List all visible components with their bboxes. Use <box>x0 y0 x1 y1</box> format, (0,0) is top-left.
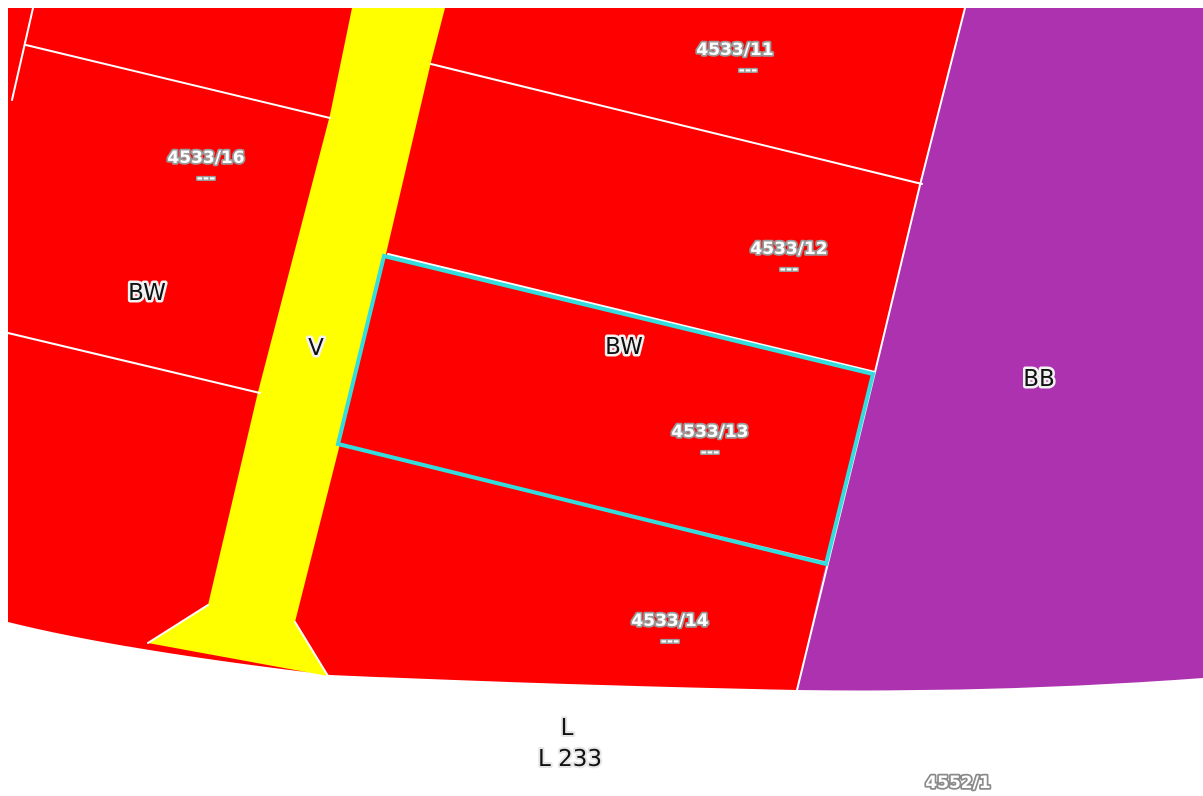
parcel-number-4533-16[interactable]: 4533/16 <box>166 146 247 170</box>
zone-label-v: V <box>308 335 324 361</box>
zone-v-road[interactable] <box>148 8 445 676</box>
zone-label-bw-left: BW <box>128 280 166 306</box>
parcel-number-4533-14[interactable]: 4533/14 <box>630 609 711 633</box>
zone-bb-area[interactable] <box>797 8 1203 691</box>
parcel-number-4533-12[interactable]: 4533/12 <box>749 237 830 261</box>
road-code-label: L <box>561 715 574 741</box>
parcel-sub-4533-14: --- <box>661 632 680 650</box>
parcel-number-4533-11[interactable]: 4533/11 <box>695 38 776 62</box>
parcel-number-4533-13[interactable]: 4533/13 <box>670 420 751 444</box>
parcel-sub-4533-16: --- <box>197 169 216 187</box>
zone-label-bw-center: BW <box>605 334 643 360</box>
parcel-sub-4533-11: --- <box>739 61 758 79</box>
road-name-label: L 233 <box>538 746 602 772</box>
parcel-sub-4533-12: --- <box>780 260 799 278</box>
zone-label-bb: BB <box>1023 366 1055 392</box>
selected-parcel-outline[interactable] <box>335 253 876 567</box>
parcel-sub-4533-13: --- <box>701 443 720 461</box>
parcel-number-4552-1[interactable]: 4552/1 <box>924 771 993 795</box>
